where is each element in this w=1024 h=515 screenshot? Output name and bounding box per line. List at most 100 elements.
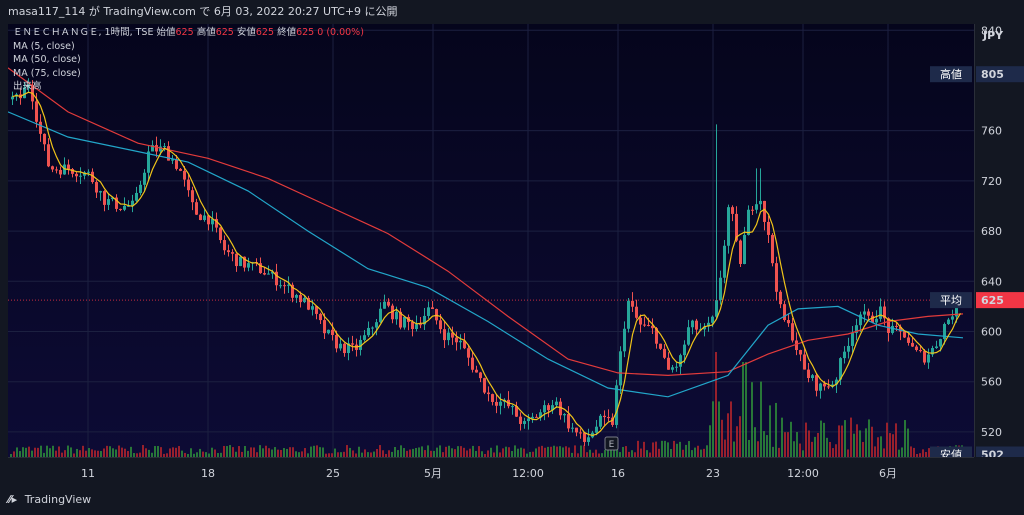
candle	[323, 320, 326, 334]
volume-bar	[469, 448, 471, 457]
volume-bar	[775, 402, 777, 457]
candle	[855, 325, 858, 334]
candle	[715, 300, 718, 317]
volume-bar	[922, 449, 924, 457]
legend-ma50[interactable]: MA (50, close)	[13, 54, 81, 65]
candle	[199, 214, 202, 221]
volume-bar	[337, 452, 339, 457]
footer-brand[interactable]: ⁄⁄▸ TradingView	[8, 493, 91, 506]
legend-ma75[interactable]: MA (75, close)	[13, 67, 81, 79]
volume-bar	[412, 448, 414, 457]
volume-bar	[82, 445, 84, 457]
volume-bar	[730, 401, 732, 457]
candle	[391, 305, 394, 320]
earnings-marker-box	[604, 436, 619, 451]
volume-bar	[778, 447, 780, 457]
volume-bar	[727, 413, 729, 457]
candle	[111, 197, 114, 200]
volume-bar	[286, 448, 288, 457]
volume-bar	[196, 452, 198, 457]
volume-bar	[538, 446, 540, 457]
volume-bar	[526, 453, 528, 457]
candle	[827, 386, 830, 388]
legend-volume[interactable]: 出来高	[13, 81, 42, 92]
volume-bar	[811, 441, 813, 457]
volume-bar	[199, 448, 201, 457]
volume-bar	[574, 445, 576, 457]
price-marker-value: 625	[981, 294, 1004, 307]
price-marker-tag	[930, 446, 972, 457]
time-tick-label: 16	[611, 467, 625, 480]
candle	[239, 256, 242, 267]
candle	[419, 324, 422, 326]
volume-bar	[694, 447, 696, 457]
candle	[23, 87, 26, 99]
volume-bar	[370, 452, 372, 457]
time-axis[interactable]: 11 18 25 5月 12:00 16 23 12:00 6月	[8, 457, 974, 487]
volume-bar	[424, 450, 426, 457]
volume-bar	[790, 421, 792, 457]
volume-bar	[76, 448, 78, 457]
volume-bar	[460, 446, 462, 457]
price-axis[interactable]: JPY840760720680640600560520805625625502	[974, 24, 1024, 457]
candle	[411, 321, 414, 329]
volume-bar	[232, 447, 234, 457]
volume-bar	[523, 448, 525, 457]
volume-bar	[856, 424, 858, 457]
volume-bar	[427, 445, 429, 457]
candle	[415, 324, 418, 329]
chart-pane[interactable]: E 高値 平均 安値 ＥＮＥＣＨＡＮＧＥ, 1時間, TSE 始値625 高値625 …	[8, 24, 974, 457]
volume-bar	[148, 449, 150, 457]
price-axis-svg: JPY840760720680640600560520805625625502	[976, 24, 1024, 457]
volume-bar	[304, 448, 306, 457]
volume-bar	[451, 448, 453, 457]
volume-bar	[592, 452, 594, 457]
volume-bar	[430, 450, 432, 457]
volume-bar	[751, 382, 753, 457]
candle	[143, 172, 146, 185]
candle	[703, 326, 706, 330]
candle	[371, 327, 374, 329]
volume-bar	[925, 452, 927, 457]
publish-bar: masa117_114 が TradingView.com で 6月 03, 2…	[0, 0, 1024, 24]
candle	[351, 343, 354, 345]
volume-bar	[229, 445, 231, 457]
volume-bar	[37, 447, 39, 457]
candle	[935, 346, 938, 349]
legend-symbol[interactable]: ＥＮＥＣＨＡＮＧＥ, 1時間, TSE	[13, 27, 154, 38]
candle	[647, 324, 650, 326]
volume-bar	[226, 446, 228, 457]
candle	[727, 207, 730, 246]
candle	[659, 343, 662, 349]
volume-bar	[265, 445, 267, 457]
volume-bar	[610, 447, 612, 457]
candle	[523, 421, 526, 424]
candle	[487, 392, 490, 395]
volume-bar	[664, 440, 666, 457]
volume-bar	[130, 446, 132, 457]
candle	[691, 320, 694, 328]
volume-bar	[649, 452, 651, 457]
volume-bar	[703, 448, 705, 457]
volume-bar	[745, 362, 747, 457]
volume-bar	[904, 420, 906, 457]
volume-bar	[556, 446, 558, 457]
volume-bar	[835, 444, 837, 457]
candle	[431, 307, 434, 310]
candle	[179, 168, 182, 171]
volume-bar	[283, 448, 285, 457]
volume-bar	[154, 446, 156, 457]
price-tick-label: 600	[981, 325, 1002, 338]
volume-bar	[823, 422, 825, 457]
volume-bar	[463, 447, 465, 457]
volume-bar	[589, 449, 591, 457]
candle	[119, 208, 122, 210]
volume-bar	[271, 449, 273, 457]
volume-bar	[802, 450, 804, 457]
candle	[843, 351, 846, 359]
candle	[539, 412, 542, 418]
volume-bar	[829, 441, 831, 457]
price-tick-label: 720	[981, 175, 1002, 188]
volume-bar	[190, 448, 192, 457]
legend-ma5[interactable]: MA (5, close)	[13, 40, 75, 52]
